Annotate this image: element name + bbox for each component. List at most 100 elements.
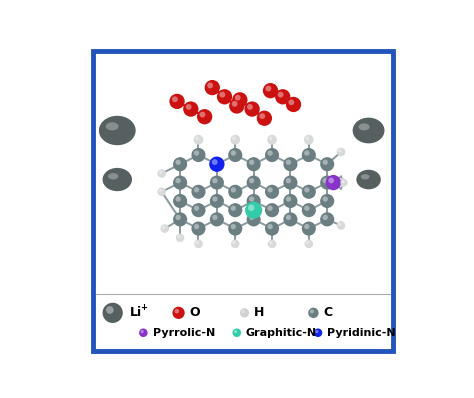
Ellipse shape: [361, 174, 369, 179]
Circle shape: [248, 205, 255, 211]
Circle shape: [304, 205, 310, 211]
Circle shape: [232, 241, 236, 244]
Circle shape: [265, 222, 279, 236]
Circle shape: [340, 179, 348, 186]
Circle shape: [193, 135, 203, 144]
Circle shape: [263, 83, 278, 98]
Circle shape: [207, 82, 213, 88]
Circle shape: [304, 224, 310, 229]
Circle shape: [235, 95, 241, 101]
Circle shape: [196, 241, 199, 244]
Circle shape: [159, 171, 162, 174]
Circle shape: [249, 178, 255, 183]
Circle shape: [322, 215, 328, 220]
Circle shape: [320, 194, 334, 208]
Circle shape: [246, 212, 261, 226]
Circle shape: [191, 222, 206, 236]
Circle shape: [265, 203, 279, 217]
Circle shape: [328, 178, 334, 183]
Circle shape: [322, 160, 328, 165]
Circle shape: [231, 187, 236, 193]
Text: H: H: [254, 306, 264, 319]
Circle shape: [267, 224, 273, 229]
Circle shape: [289, 100, 294, 105]
Text: Pyridinic-N: Pyridinic-N: [327, 328, 396, 338]
Circle shape: [191, 148, 206, 162]
Circle shape: [212, 160, 218, 165]
Circle shape: [191, 185, 206, 199]
Circle shape: [219, 92, 225, 98]
Circle shape: [283, 194, 298, 208]
Ellipse shape: [108, 173, 118, 179]
Circle shape: [157, 187, 166, 196]
Circle shape: [267, 205, 273, 211]
Circle shape: [322, 196, 328, 202]
Circle shape: [157, 169, 166, 178]
Circle shape: [340, 180, 343, 183]
Circle shape: [245, 202, 262, 219]
Circle shape: [231, 224, 236, 229]
Circle shape: [195, 137, 199, 140]
Ellipse shape: [106, 122, 118, 131]
Circle shape: [249, 196, 255, 202]
Circle shape: [283, 212, 298, 226]
Circle shape: [234, 330, 237, 333]
Circle shape: [210, 176, 224, 190]
Circle shape: [175, 178, 181, 183]
Circle shape: [275, 89, 291, 104]
Circle shape: [231, 150, 236, 156]
Circle shape: [245, 101, 260, 117]
Circle shape: [210, 212, 224, 226]
Circle shape: [320, 176, 334, 190]
Circle shape: [233, 328, 241, 337]
Circle shape: [102, 303, 123, 323]
Circle shape: [314, 328, 322, 337]
Circle shape: [246, 176, 261, 190]
Circle shape: [173, 157, 187, 171]
Circle shape: [337, 221, 345, 230]
Circle shape: [308, 308, 319, 318]
Circle shape: [159, 189, 162, 192]
Circle shape: [212, 159, 218, 165]
Circle shape: [174, 309, 179, 314]
Circle shape: [172, 96, 178, 102]
Circle shape: [200, 112, 205, 117]
Circle shape: [212, 196, 218, 202]
Circle shape: [246, 157, 261, 171]
Circle shape: [228, 185, 242, 199]
Circle shape: [212, 178, 218, 183]
Circle shape: [338, 178, 347, 187]
Circle shape: [186, 104, 191, 110]
Circle shape: [232, 101, 237, 107]
Circle shape: [304, 187, 310, 193]
Circle shape: [249, 160, 255, 165]
Circle shape: [230, 135, 240, 144]
Circle shape: [267, 187, 273, 193]
Circle shape: [283, 157, 298, 171]
Circle shape: [232, 137, 236, 140]
Circle shape: [337, 148, 345, 156]
Circle shape: [304, 150, 310, 156]
Circle shape: [228, 222, 242, 236]
Circle shape: [247, 104, 253, 110]
Circle shape: [175, 160, 181, 165]
Circle shape: [240, 308, 249, 318]
Circle shape: [241, 310, 245, 313]
Circle shape: [173, 194, 187, 208]
Circle shape: [176, 234, 184, 242]
Circle shape: [267, 135, 277, 144]
Circle shape: [140, 330, 144, 333]
Circle shape: [315, 330, 319, 333]
Circle shape: [228, 148, 242, 162]
Circle shape: [169, 94, 185, 109]
Circle shape: [194, 150, 199, 156]
Circle shape: [306, 241, 309, 244]
Circle shape: [209, 156, 225, 172]
Circle shape: [302, 222, 316, 236]
Text: Pyrrolic-N: Pyrrolic-N: [153, 328, 215, 338]
Circle shape: [278, 92, 283, 98]
Circle shape: [259, 113, 265, 119]
Circle shape: [286, 160, 291, 165]
Circle shape: [231, 205, 236, 211]
Circle shape: [283, 176, 298, 190]
